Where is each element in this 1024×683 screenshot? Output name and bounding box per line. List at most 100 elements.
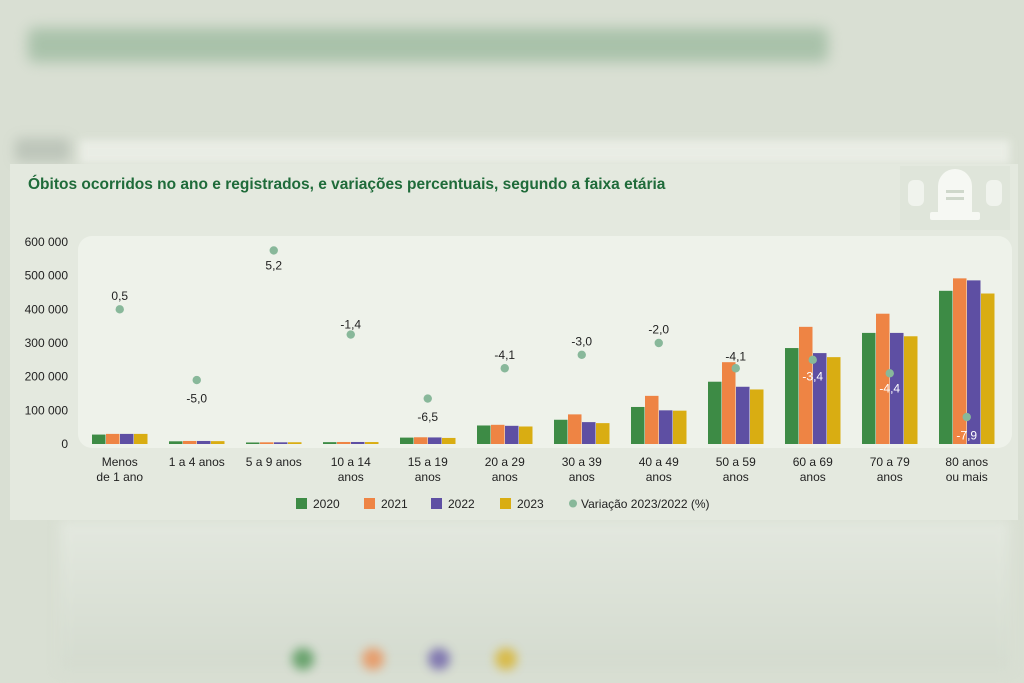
- x-tick-label: Menos: [102, 455, 138, 469]
- x-tick-label: 15 a 19: [408, 455, 448, 469]
- y-tick-label: 100 000: [25, 403, 69, 417]
- bar-2023: [211, 441, 225, 444]
- x-tick-label: anos: [569, 470, 595, 484]
- legend-label-2021: 2021: [381, 497, 408, 511]
- x-tick-label: 80 anos: [945, 455, 988, 469]
- variation-label: -4,1: [725, 349, 746, 363]
- y-tick-label: 200 000: [25, 370, 69, 384]
- x-tick-label: ou mais: [946, 470, 988, 484]
- bar-2020: [785, 348, 799, 444]
- legend-swatch-2023: [500, 498, 511, 509]
- variation-label: -4,1: [494, 348, 515, 362]
- variation-label: -5,0: [186, 392, 207, 406]
- legend-swatch-2022: [431, 498, 442, 509]
- bar-2022: [813, 353, 827, 444]
- x-tick-label: de 1 ano: [96, 470, 143, 484]
- bar-2023: [981, 293, 995, 444]
- tombstone-icon: [900, 166, 1010, 230]
- bar-2022: [197, 440, 211, 444]
- y-tick-label: 0: [61, 437, 68, 451]
- x-tick-label: anos: [338, 470, 364, 484]
- bar-2021: [337, 441, 351, 444]
- x-tick-label: anos: [492, 470, 518, 484]
- variation-marker: [885, 369, 894, 378]
- bar-2023: [596, 423, 610, 444]
- bar-2022: [736, 386, 750, 444]
- legend-label-2023: 2023: [517, 497, 544, 511]
- variation-label: 0,5: [111, 289, 128, 303]
- bar-2020: [939, 290, 953, 444]
- x-tick-label: anos: [723, 470, 749, 484]
- x-tick-label: anos: [415, 470, 441, 484]
- bar-2022: [120, 433, 134, 444]
- variation-label: -7,9: [956, 429, 977, 443]
- bar-2020: [323, 442, 337, 444]
- variation-marker: [654, 338, 663, 348]
- x-tick-label: 40 a 49: [639, 455, 679, 469]
- variation-marker: [346, 330, 355, 339]
- variation-marker: [577, 350, 586, 359]
- y-axis: 0 100 000 200 000 300 000 400 000 500 000 600 …: [25, 235, 69, 451]
- x-tick-label: 70 a 79: [870, 455, 910, 469]
- variation-marker: [423, 394, 432, 403]
- bar-2021: [799, 326, 813, 444]
- x-tick-label: 50 a 59: [716, 455, 756, 469]
- bar-2021: [106, 433, 120, 444]
- bar-2022: [274, 442, 288, 444]
- chart-title: Óbitos ocorridos no ano e registrados, e…: [28, 176, 666, 193]
- bar-series: [92, 278, 995, 444]
- bar-2021: [260, 442, 274, 444]
- variation-marker: [500, 364, 509, 373]
- blurred-background-title: [28, 28, 828, 62]
- bar-2021: [645, 395, 659, 444]
- x-tick-label: 60 a 69: [793, 455, 833, 469]
- bar-2021: [414, 437, 428, 444]
- bar-2021: [953, 278, 967, 444]
- legend: 2020 2021 2022 2023 Variação 2023/2022 (%): [296, 497, 710, 511]
- variation-label: -1,4: [340, 317, 361, 331]
- variation-label: -3,0: [571, 334, 592, 348]
- x-tick-label: anos: [646, 470, 672, 484]
- y-tick-label: 300 000: [25, 336, 69, 350]
- blurred-background-label: [15, 138, 70, 162]
- bar-2021: [722, 362, 736, 444]
- bar-2023: [134, 433, 148, 444]
- bar-2020: [400, 437, 414, 444]
- bar-2022: [582, 422, 596, 444]
- variation-series: 0,5 -5,0 5,2 -1,4 -6,5 -4,1 -3,0 -2,0 -4,1 -3,4 -4…: [111, 246, 977, 443]
- variation-marker: [731, 364, 740, 373]
- x-tick-label: 1 a 4 anos: [169, 455, 225, 469]
- bar-2021: [183, 440, 197, 444]
- bar-2020: [477, 425, 491, 444]
- bar-2022: [351, 441, 365, 444]
- variation-label: -2,0: [648, 323, 669, 337]
- y-tick-label: 500 000: [25, 269, 69, 283]
- legend-label-2020: 2020: [313, 497, 340, 511]
- bar-2023: [673, 410, 687, 444]
- blurred-background-lower-chart: [60, 520, 1010, 670]
- blurred-background-band: [80, 140, 1010, 164]
- variation-label: -4,4: [879, 381, 900, 395]
- legend-swatch-2020: [296, 498, 307, 509]
- bar-2020: [708, 381, 722, 444]
- x-tick-label: anos: [800, 470, 826, 484]
- bar-2020: [631, 406, 645, 444]
- bar-2022: [890, 332, 904, 444]
- y-tick-label: 600 000: [25, 235, 69, 249]
- bar-2020: [554, 419, 568, 444]
- bar-2023: [904, 336, 918, 444]
- x-tick-label: 30 a 39: [562, 455, 602, 469]
- x-tick-label: 10 a 14: [331, 455, 371, 469]
- x-tick-label: 5 a 9 anos: [246, 455, 302, 469]
- bar-2023: [519, 426, 533, 444]
- bar-2020: [169, 441, 183, 444]
- x-tick-label: anos: [877, 470, 903, 484]
- bar-2023: [288, 442, 302, 444]
- variation-marker: [962, 412, 971, 422]
- bar-2022: [659, 410, 673, 444]
- bar-2020: [862, 332, 876, 444]
- bar-2022: [967, 280, 981, 444]
- y-tick-label: 400 000: [25, 302, 69, 316]
